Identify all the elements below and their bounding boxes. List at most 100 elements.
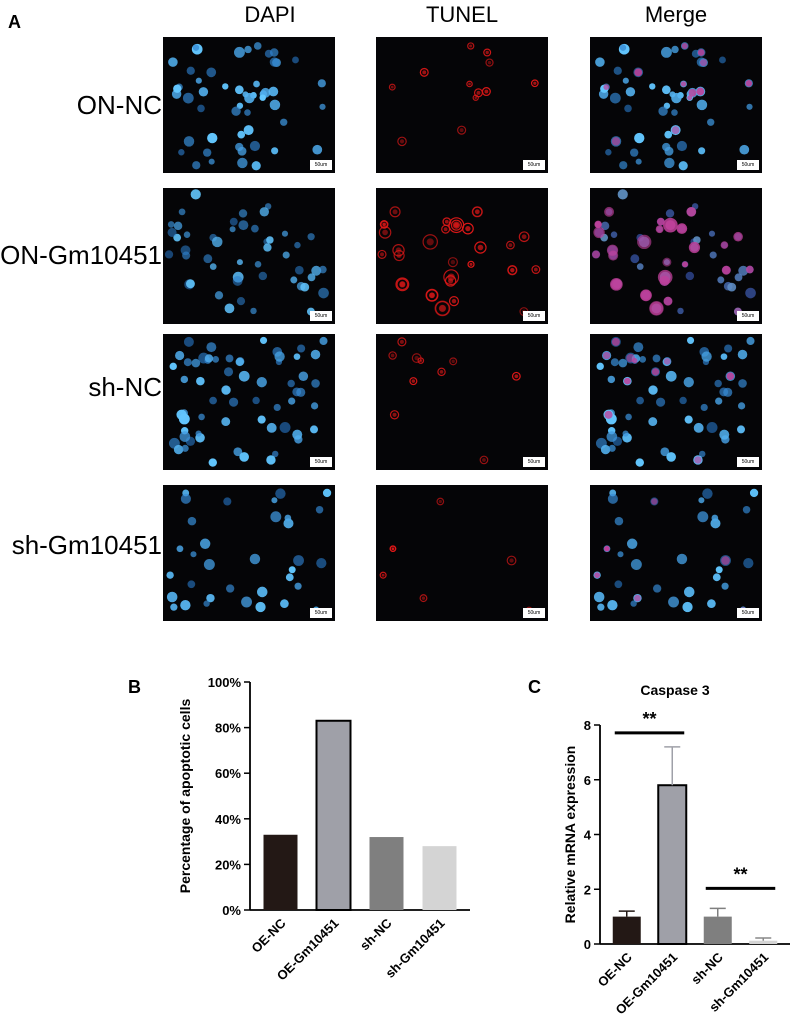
nucleus — [221, 385, 231, 395]
nucleus — [619, 44, 627, 51]
nucleus — [180, 493, 191, 504]
tunel-signal — [472, 206, 483, 217]
tunel-signal — [474, 241, 487, 254]
nucleus — [192, 44, 200, 51]
nucleus — [243, 125, 254, 136]
nucleus — [619, 161, 628, 170]
nucleus — [625, 413, 632, 421]
nucleus — [600, 444, 611, 455]
nucleus — [682, 601, 693, 613]
nucleus — [235, 357, 244, 367]
nucleus — [255, 601, 266, 613]
micrograph-image — [168, 336, 328, 467]
nucleus — [226, 584, 235, 593]
nucleus — [238, 209, 248, 218]
y-tick-label: 4 — [584, 828, 592, 843]
nucleus — [634, 132, 645, 144]
nucleus — [198, 413, 205, 421]
nucleus — [167, 227, 177, 237]
nucleus — [170, 603, 178, 611]
nucleus — [293, 353, 301, 360]
nucleus — [209, 396, 217, 405]
nucleus — [723, 387, 733, 397]
merge-signal — [696, 87, 705, 96]
tunel-signal-core — [482, 458, 486, 462]
nucleus — [676, 553, 688, 565]
tunel-signal — [380, 220, 388, 229]
tunel-signal-core — [521, 234, 527, 240]
nucleus — [288, 397, 296, 405]
tunel-signal — [449, 357, 458, 366]
micrograph-image — [166, 488, 332, 613]
scale-bar: 50um — [737, 608, 759, 618]
nucleus — [700, 403, 708, 411]
nucleus — [229, 217, 238, 226]
nucleus — [270, 511, 282, 523]
tunel-signal — [379, 571, 387, 579]
nucleus — [290, 276, 298, 284]
nucleus — [720, 353, 728, 360]
merge-signal — [688, 88, 697, 97]
tunel-signal-core — [510, 268, 515, 273]
nucleus — [683, 586, 695, 598]
tunel-signal — [479, 455, 489, 465]
nucleus — [652, 354, 661, 363]
merge-signal — [651, 498, 658, 505]
nucleus — [668, 596, 679, 608]
scale-bar: 50um — [523, 160, 545, 170]
micrograph-image — [388, 337, 521, 465]
merge-signal — [611, 137, 621, 146]
column-header-dapi: DAPI — [244, 2, 296, 27]
tunel-signal-core — [426, 238, 434, 246]
nucleus — [293, 555, 304, 566]
tunel-signal — [448, 296, 460, 307]
tunel-signal-core — [469, 44, 473, 48]
nucleus — [283, 518, 294, 529]
nucleus — [639, 355, 647, 363]
nucleus — [658, 106, 668, 116]
nucleus — [609, 92, 621, 104]
nucleus — [318, 287, 329, 299]
nucleus — [606, 431, 618, 442]
tunel-signal — [518, 231, 530, 243]
tunel-signal — [530, 79, 539, 88]
tunel-signal-core — [459, 128, 464, 133]
micrograph-on-nc-merge: 50um — [590, 37, 762, 173]
tunel-signal — [506, 555, 517, 566]
merge-signal — [655, 225, 664, 234]
nucleus — [702, 488, 713, 499]
merge-signal — [604, 410, 613, 419]
nucleus — [224, 303, 235, 314]
nucleus — [287, 379, 295, 388]
nucleus — [685, 271, 695, 281]
nucleus — [717, 276, 725, 284]
nucleus — [191, 358, 201, 368]
tunel-signal — [422, 234, 438, 250]
merge-signal — [680, 81, 687, 87]
nucleus — [166, 591, 178, 603]
nucleus — [311, 379, 320, 388]
tunel-signal — [457, 125, 467, 135]
nucleus — [183, 136, 195, 147]
micrograph-image — [168, 42, 326, 171]
nucleus — [610, 231, 618, 238]
nucleus — [249, 140, 261, 152]
nucleus — [738, 379, 747, 388]
nucleus — [204, 354, 214, 363]
nucleus — [192, 161, 201, 170]
nucleus — [714, 379, 722, 388]
bar — [749, 940, 778, 944]
nucleus — [195, 77, 202, 84]
nucleus — [269, 57, 280, 67]
tunel-signal — [389, 545, 397, 553]
tunel-signal — [379, 220, 389, 229]
nucleus — [635, 158, 642, 165]
tunel-signal — [483, 48, 492, 57]
tunel-signal — [397, 136, 407, 147]
y-tick-label: 2 — [584, 882, 591, 897]
nucleus — [187, 516, 197, 526]
significance-label: ** — [642, 709, 656, 729]
nucleus — [167, 221, 175, 228]
merge-signal — [663, 357, 671, 365]
nucleus — [279, 422, 291, 433]
